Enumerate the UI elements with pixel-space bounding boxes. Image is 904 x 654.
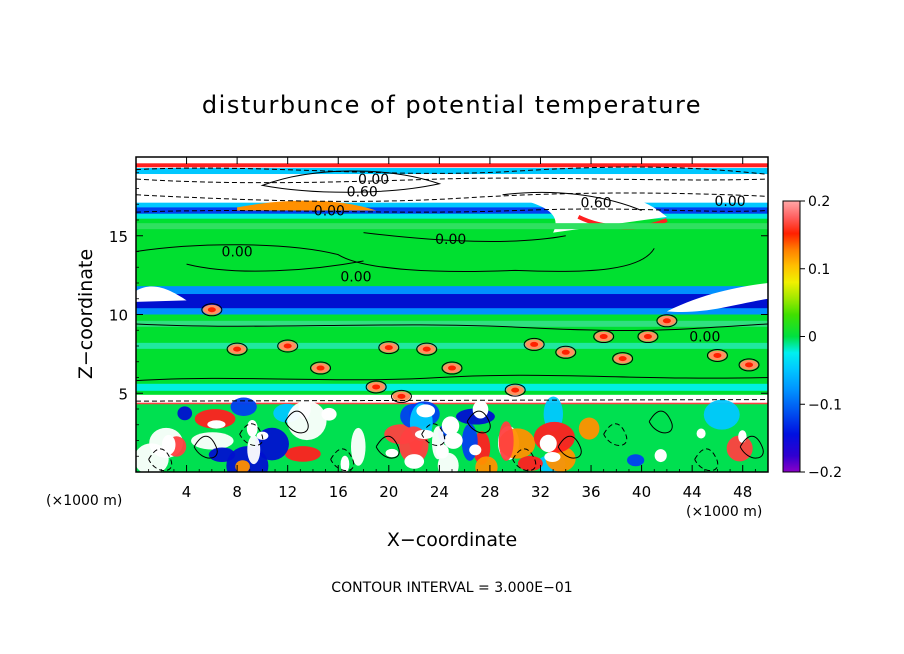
- contour-label: 0.00: [314, 204, 345, 220]
- x-tick-label: 4: [182, 483, 192, 501]
- contour-field: [136, 157, 768, 472]
- colorbar: [782, 200, 801, 473]
- x-axis: 4 8 12 16 20 24 28 32 36 40 44 48: [148, 157, 756, 501]
- x-tick-label: 28: [480, 483, 499, 501]
- x-tick-label: 36: [581, 483, 600, 501]
- contour-label: 0.60: [581, 196, 612, 212]
- contour-label: 0.00: [358, 172, 389, 188]
- x-tick-label: 16: [329, 483, 348, 501]
- x-tick-label: 48: [733, 483, 752, 501]
- x-tick-label: 44: [683, 483, 702, 501]
- x-tick-label: 12: [278, 483, 297, 501]
- colorbar-tick-label: −0.2: [808, 465, 842, 481]
- y-tick-label: 15: [109, 228, 128, 246]
- x-tick-label: 24: [430, 483, 449, 501]
- contour-label: 0.00: [435, 232, 466, 248]
- y-axis-label: Z−coordinate: [75, 249, 97, 379]
- x-tick-label: 40: [632, 483, 651, 501]
- contour-interval: CONTOUR INTERVAL = 3.000E−01: [331, 580, 572, 596]
- contour-label: 0.00: [714, 194, 745, 210]
- contour-label: 0.60: [347, 185, 378, 201]
- contour-labels: 0.000.600.00 0.60 0.000.000.000.000.00: [222, 172, 746, 345]
- colorbar-tick-label: 0.2: [808, 194, 830, 210]
- contour-label: 0.00: [222, 245, 253, 261]
- contour-label: 0.00: [689, 330, 720, 346]
- y-tick-label: 5: [118, 385, 128, 403]
- y-axis: 5 10 15: [109, 172, 768, 457]
- x-unit-left: (×1000 m): [46, 493, 122, 509]
- colorbar-tick-label: 0: [808, 330, 817, 346]
- x-tick-label: 32: [531, 483, 550, 501]
- x-tick-label: 20: [379, 483, 398, 501]
- x-axis-label: X−coordinate: [387, 529, 517, 551]
- x-tick-label: 8: [232, 483, 242, 501]
- chart-title: disturbunce of potential temperature: [202, 91, 702, 119]
- colorbar-tick-label: 0.1: [808, 262, 830, 278]
- colorbar-ticks: 0.2 0.1 0 −0.1 −0.2: [800, 194, 842, 481]
- x-unit-right: (×1000 m): [686, 504, 762, 520]
- colorbar-tick-label: −0.1: [808, 397, 842, 413]
- contour-label: 0.00: [340, 270, 371, 286]
- y-tick-label: 10: [109, 307, 128, 325]
- contour-lines: [136, 166, 768, 472]
